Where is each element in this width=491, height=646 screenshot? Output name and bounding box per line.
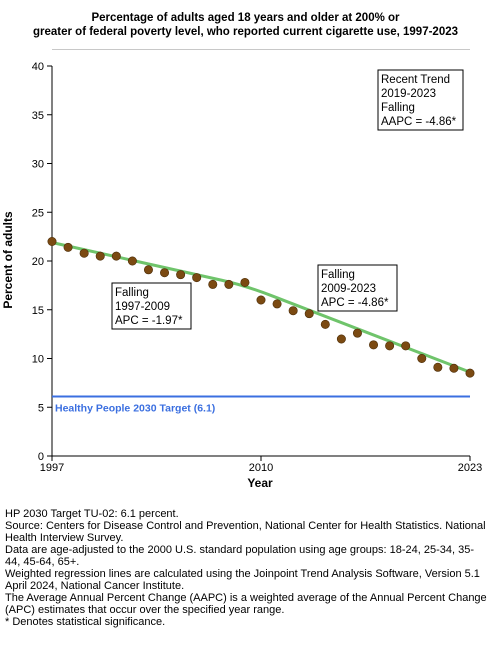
annotation-text: APC = -1.97* xyxy=(115,315,183,327)
note-target: HP 2030 Target TU-02: 6.1 percent. xyxy=(5,508,179,520)
data-point xyxy=(304,309,314,319)
data-point xyxy=(240,277,250,287)
data-point xyxy=(369,340,379,350)
y-tick-label: 5 xyxy=(38,402,44,414)
note-regression: Weighted regression lines are calculated… xyxy=(5,568,480,592)
data-points-group xyxy=(47,237,475,378)
annotation-text: Recent Trend xyxy=(381,74,450,86)
y-tick-label: 40 xyxy=(32,61,44,73)
x-tick-label: 2023 xyxy=(458,462,482,474)
data-point xyxy=(224,279,234,289)
data-point xyxy=(160,268,170,278)
data-point xyxy=(401,341,411,351)
note-aapc: The Average Annual Percent Change (AAPC)… xyxy=(5,592,487,616)
chart-title-line-2: greater of federal poverty level, who re… xyxy=(32,26,459,38)
y-tick-label: 10 xyxy=(32,354,44,366)
data-point xyxy=(320,319,330,329)
chart-title: Percentage of adults aged 18 years and o… xyxy=(0,11,491,39)
data-point xyxy=(47,237,57,247)
annotation-text: AAPC = -4.86* xyxy=(381,116,457,128)
y-tick-label: 15 xyxy=(32,305,44,317)
chart-title-line-1: Percentage of adults aged 18 years and o… xyxy=(91,12,400,24)
target-label: Healthy People 2030 Target (6.1) xyxy=(55,403,215,415)
data-point xyxy=(208,279,218,289)
data-point xyxy=(192,273,202,283)
data-point xyxy=(385,341,395,351)
y-tick-label: 35 xyxy=(32,110,44,122)
y-axis-ticks: 0 5 10 15 20 25 30 35 40 xyxy=(32,61,52,463)
annotation-border xyxy=(317,264,398,312)
annotation-text: Falling xyxy=(381,102,415,114)
data-point xyxy=(79,248,89,258)
data-point xyxy=(256,295,266,305)
data-point xyxy=(465,368,475,378)
x-axis-ticks: 1997 2010 2023 xyxy=(40,456,482,474)
data-point xyxy=(95,251,105,261)
annotation-text: 2009-2023 xyxy=(321,283,376,295)
y-tick-label: 30 xyxy=(32,159,44,171)
line-chart: 0 5 10 15 20 25 30 35 40 1997 2010 2023 Percent of… xyxy=(1,61,482,490)
title-divider xyxy=(52,49,470,50)
data-point xyxy=(336,334,346,344)
data-point xyxy=(111,251,121,261)
note-age-adjustment: Data are age-adjusted to the 2000 U.S. s… xyxy=(5,544,475,568)
y-tick-label: 20 xyxy=(32,256,44,268)
data-point xyxy=(433,362,443,372)
target-line-group: Healthy People 2030 Target (6.1) xyxy=(52,395,470,415)
annotation-text: Falling xyxy=(115,287,149,299)
y-tick-label: 0 xyxy=(38,451,44,463)
annotations-group: Falling 1997-2009 APC = -1.97* Falling 2009-… xyxy=(111,69,464,330)
data-point xyxy=(352,328,362,338)
annotation-box: Falling 2009-2023 APC = -4.86* xyxy=(317,264,398,312)
annotation-border xyxy=(377,69,464,131)
annotation-box: Recent Trend 2019-2023 Falling AAPC = -4.86… xyxy=(377,69,464,131)
x-tick-label: 2010 xyxy=(249,462,273,474)
data-point xyxy=(143,265,153,275)
annotation-text: APC = -4.86* xyxy=(321,297,389,309)
x-axis-title: Year xyxy=(247,476,273,490)
data-point xyxy=(288,306,298,316)
data-point xyxy=(272,299,282,309)
data-point xyxy=(63,242,73,252)
data-point xyxy=(176,270,186,280)
note-significance: * Denotes statistical significance. xyxy=(5,616,166,628)
note-source: Source: Centers for Disease Control and … xyxy=(5,520,486,544)
data-point xyxy=(127,256,137,266)
annotation-text: 1997-2009 xyxy=(115,301,170,313)
data-point xyxy=(449,363,459,373)
chart-notes: HP 2030 Target TU-02: 6.1 percent. Sourc… xyxy=(5,508,489,628)
annotation-text: Falling xyxy=(321,269,355,281)
x-tick-label: 1997 xyxy=(40,462,64,474)
annotation-text: 2019-2023 xyxy=(381,88,436,100)
y-tick-label: 25 xyxy=(32,207,44,219)
annotation-border xyxy=(111,282,192,330)
y-axis-title: Percent of adults xyxy=(1,211,15,309)
annotation-box: Falling 1997-2009 APC = -1.97* xyxy=(111,282,192,330)
data-point xyxy=(417,353,427,363)
